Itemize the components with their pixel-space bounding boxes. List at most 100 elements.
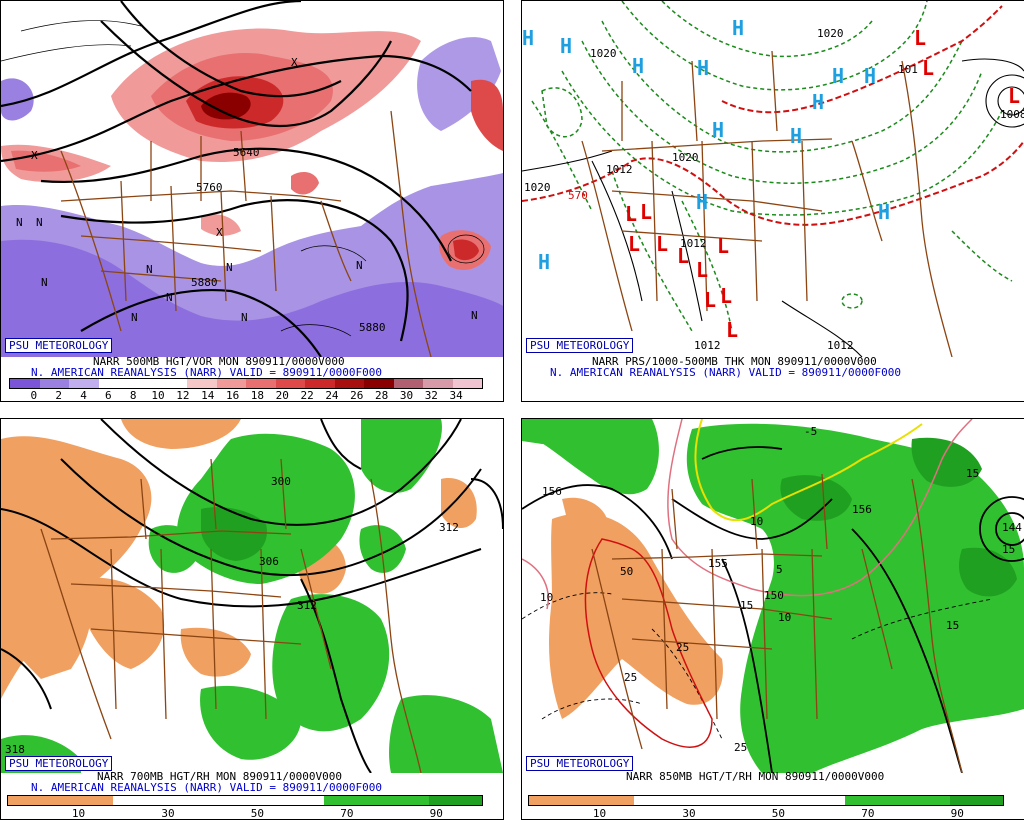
vorticity-colorbar [9, 378, 483, 389]
colorbar-segment [128, 379, 158, 388]
isobar-label: 1012 [827, 339, 854, 352]
rh-colorbar [7, 795, 483, 806]
caption-valid: N. AMERICAN REANALYSIS (NARR) VALID = 89… [550, 366, 901, 379]
colorbar-segment [305, 379, 335, 388]
low-pressure-marker: L [696, 258, 708, 282]
psu-meteorology-badge: PSU METEOROLOGY [5, 338, 113, 353]
high-pressure-marker: H [790, 124, 802, 148]
colorbar-segment [364, 379, 394, 388]
isobar-label: 1008 [1000, 108, 1024, 121]
colorbar-tick-label: 90 [429, 807, 443, 820]
map-label: 150 [764, 589, 784, 602]
colorbar-segment [429, 796, 483, 805]
rh-colorbar-labels: 10 30 50 70 90 [528, 807, 1002, 819]
caption-valid: N. AMERICAN REANALYSIS (NARR) VALID = 89… [31, 781, 382, 794]
map-label: N [471, 309, 478, 322]
high-pressure-marker: H [560, 34, 572, 58]
map-label: 312 [439, 521, 459, 534]
colorbar-tick-label: 70 [340, 807, 354, 820]
colorbar-segment [10, 379, 40, 388]
map-label: 5880 [359, 321, 386, 334]
colorbar-tick-label: 34 [449, 389, 463, 402]
colorbar-tick-label: 10 [592, 807, 607, 820]
psu-meteorology-badge: PSU METEOROLOGY [5, 756, 113, 771]
map-label: 312 [297, 599, 317, 612]
map-label: 10 [750, 515, 763, 528]
rh-colorbar-labels: 10 30 50 70 90 [7, 807, 481, 819]
low-pressure-marker: L [922, 56, 934, 80]
map-500mb-vorticity: 5640 5760 5880 5880 N N N N N N N N N N … [1, 1, 503, 357]
psu-meteorology-badge: PSU METEOROLOGY [526, 756, 634, 771]
colorbar-segment [393, 379, 423, 388]
high-pressure-marker: H [697, 56, 709, 80]
high-pressure-marker: H [712, 118, 724, 142]
panel-500mb-hgt-vor: 5640 5760 5880 5880 N N N N N N N N N N … [0, 0, 504, 402]
isobar-label: 1020 [590, 47, 617, 60]
colorbar-segment [8, 796, 61, 805]
colorbar-segment [275, 379, 305, 388]
low-pressure-marker: L [720, 284, 732, 308]
isobar-label: 1012 [680, 237, 707, 250]
colorbar-segment [687, 796, 740, 805]
colorbar-tick-label: 14 [201, 389, 215, 402]
low-pressure-marker: L [704, 288, 716, 312]
map-label: 5880 [191, 276, 218, 289]
map-850mb-temperature-rh: 156 156 155 150 144 -5 5 10 10 10 15 15 … [522, 419, 1024, 773]
map-label: 25 [734, 741, 747, 754]
map-label: N [241, 311, 248, 324]
map-label: N [16, 216, 23, 229]
colorbar-tick-label: 8 [129, 389, 137, 402]
low-pressure-marker: L [640, 200, 652, 224]
colorbar-tick-label: 0 [30, 389, 38, 402]
map-label: 144 [1002, 521, 1022, 534]
colorbar-segment [529, 796, 582, 805]
map-label: 5 [776, 563, 783, 576]
map-label: 15 [946, 619, 959, 632]
map-label: 50 [620, 565, 633, 578]
high-pressure-marker: H [696, 190, 708, 214]
colorbar-tick-label: 70 [861, 807, 875, 820]
colorbar-segment [581, 796, 635, 805]
panel-sea-level-pressure-thickness: 1020 1020 1020 1020 1012 1012 1012 1012 … [521, 0, 1024, 402]
colorbar-segment [845, 796, 898, 805]
map-label: 15 [966, 467, 979, 480]
low-pressure-marker: L [625, 202, 637, 226]
map-label: 156 [852, 503, 872, 516]
map-label: N [146, 263, 153, 276]
colorbar-segment [246, 379, 276, 388]
thickness-label: 570 [568, 189, 588, 202]
isobar-label: 1020 [672, 151, 699, 164]
map-label: 10 [540, 591, 553, 604]
high-pressure-marker: H [632, 54, 644, 78]
map-label: 10 [778, 611, 791, 624]
colorbar-segment [950, 796, 1004, 805]
panel-700mb-hgt-rh: 300 306 312 312 318 PSU METEOROLOGY NARR… [0, 418, 504, 820]
colorbar-segment [60, 796, 114, 805]
colorbar-tick-label: 26 [350, 389, 364, 402]
psu-meteorology-badge: PSU METEOROLOGY [526, 338, 634, 353]
colorbar-tick-label: 32 [424, 389, 438, 402]
colorbar-tick-label: 16 [225, 389, 240, 402]
colorbar-segment [324, 796, 377, 805]
map-label: N [166, 291, 173, 304]
map-label: 300 [271, 475, 291, 488]
low-pressure-marker: L [1008, 84, 1020, 108]
map-label: 155 [708, 557, 728, 570]
low-pressure-marker: L [656, 232, 668, 256]
colorbar-tick-label: 50 [771, 807, 786, 820]
high-pressure-marker: H [878, 200, 890, 224]
colorbar-tick-label: 12 [176, 389, 190, 402]
colorbar-segment [157, 379, 187, 388]
colorbar-tick-label: 90 [950, 807, 964, 820]
isobar-label: 1020 [524, 181, 551, 194]
colorbar-tick-label: 2 [55, 389, 62, 402]
colorbar-segment [271, 796, 325, 805]
map-label: N [36, 216, 43, 229]
high-pressure-marker: H [812, 90, 824, 114]
colorbar-segment [218, 796, 272, 805]
low-pressure-marker: L [914, 26, 926, 50]
colorbar-tick-label: 10 [151, 389, 165, 402]
low-pressure-marker: L [717, 234, 729, 258]
map-label: 15 [740, 599, 753, 612]
isobar-label: 1012 [694, 339, 721, 352]
